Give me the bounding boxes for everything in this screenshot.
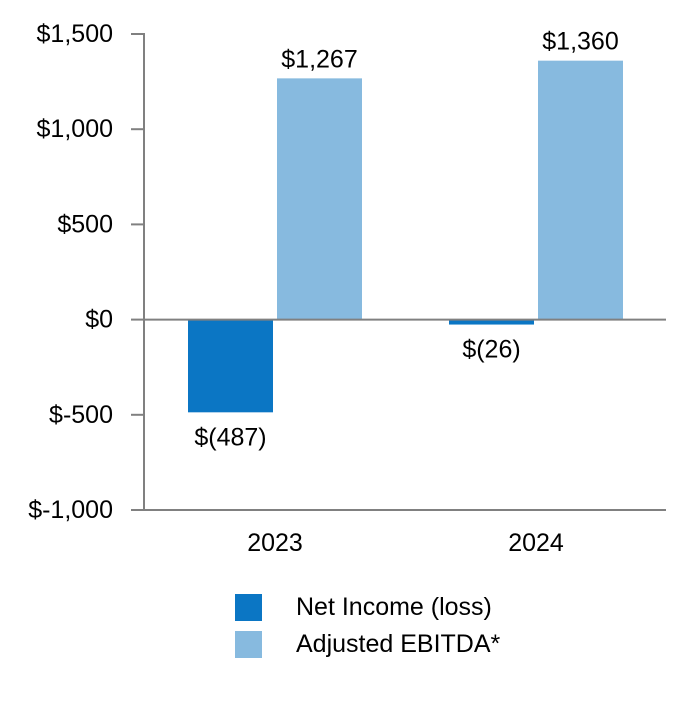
y-tick-label: $0 <box>85 306 113 334</box>
legend-swatch-adjusted-ebitda <box>235 631 262 658</box>
bar-net-income-loss-2023 <box>188 319 273 413</box>
chart-legend: Net Income (loss) Adjusted EBITDA* <box>235 594 500 658</box>
bar-adjusted-ebitda-2024 <box>538 60 623 320</box>
chart-plot-area: $1,500 $1,000 $500 $0 $-500 $-1,000 $(487) $(26… <box>28 20 666 557</box>
legend-swatch-net-income <box>235 594 262 621</box>
x-category-label-2023: 2023 <box>247 529 303 557</box>
data-label-adjusted-ebitda-2024: $1,360 <box>542 28 618 56</box>
x-category-label-2024: 2024 <box>508 529 564 557</box>
y-tick-label: $500 <box>57 210 113 238</box>
legend-label-net-income: Net Income (loss) <box>296 593 492 621</box>
y-tick-label: $-500 <box>49 401 113 429</box>
y-tick-label: $-1,000 <box>28 496 113 524</box>
y-tick-label: $1,500 <box>37 20 113 48</box>
bar-adjusted-ebitda-2023 <box>277 78 362 320</box>
legend-item-adjusted-ebitda: Adjusted EBITDA* <box>235 631 500 658</box>
data-label-net-income-loss-2024: $(26) <box>462 336 520 364</box>
legend-item-net-income: Net Income (loss) <box>235 594 500 621</box>
bar-net-income-loss-2024 <box>449 319 534 325</box>
legend-label-adjusted-ebitda: Adjusted EBITDA* <box>296 630 501 658</box>
data-label-net-income-loss-2023: $(487) <box>194 423 266 451</box>
data-label-adjusted-ebitda-2023: $1,267 <box>281 45 357 73</box>
y-tick-label: $1,000 <box>37 115 113 143</box>
